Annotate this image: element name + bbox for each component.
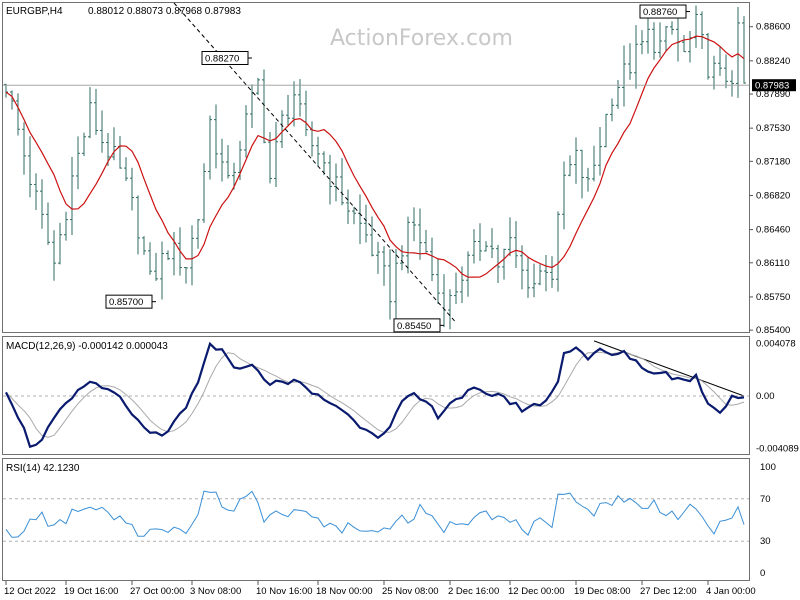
annotation-label: 0.85700 xyxy=(109,297,143,308)
price-tick-label: 0.88240 xyxy=(756,56,790,67)
macd-line xyxy=(5,341,745,449)
time-tick-label: 4 Jan 00:00 xyxy=(706,586,756,597)
ohlc-header: 0.88012 0.88073 0.87968 0.87983 xyxy=(88,6,241,17)
price-tick-label: 0.87530 xyxy=(756,123,790,134)
rsi-pane-frame xyxy=(2,458,750,581)
rsi-level-label: 30 xyxy=(760,536,771,547)
price-tick-label: 0.87180 xyxy=(756,156,790,167)
macd-level-label: 0.00 xyxy=(756,391,775,402)
rsi-header: RSI(14) 42.1230 xyxy=(6,463,80,474)
rsi-line xyxy=(5,490,745,538)
watermark: ActionForex.com xyxy=(330,26,513,51)
time-tick-label: 12 Oct 2022 xyxy=(4,586,56,597)
annotation-box xyxy=(639,4,687,19)
rsi-layer xyxy=(3,490,749,542)
time-tick-label: 27 Oct 00:00 xyxy=(130,586,184,597)
annotation-box xyxy=(105,294,153,309)
current-price-label: 0.87983 xyxy=(755,81,789,92)
time-tick-label: 19 Oct 16:00 xyxy=(64,586,118,597)
time-tick-label: 19 Dec 08:00 xyxy=(574,586,631,597)
symbol-header: EURGBP,H4 xyxy=(6,6,63,17)
price-tick-label: 0.87890 xyxy=(756,89,790,100)
time-axis: 12 Oct 2022 19 Oct 16:00 27 Oct 00:00 3 Nov… xyxy=(4,581,756,597)
current-price-layer: 0.87983 xyxy=(3,79,796,92)
price-pane-frame xyxy=(2,2,750,333)
time-tick-label: 10 Nov 16:00 xyxy=(256,586,313,597)
annotation-box xyxy=(393,318,441,333)
macd-level-label: -0.004089 xyxy=(756,443,799,454)
time-tick-label: 12 Dec 00:00 xyxy=(508,586,565,597)
macd-level-label: 0.004078 xyxy=(756,339,796,350)
time-tick-label: 3 Nov 08:00 xyxy=(190,586,241,597)
rsi-level-label: 100 xyxy=(760,462,776,473)
price-tick-label: 0.86110 xyxy=(756,258,790,269)
candles-layer xyxy=(4,5,746,330)
price-tick-label: 0.86460 xyxy=(756,225,790,236)
moving-average-line xyxy=(5,35,745,278)
rsi-level-label: 0 xyxy=(760,568,765,579)
price-tick-label: 0.85400 xyxy=(756,325,790,336)
annotation-label: 0.88760 xyxy=(643,7,677,18)
macd-pane-frame xyxy=(2,336,750,455)
macd-trendline xyxy=(593,340,745,397)
moving-average-layer xyxy=(5,35,745,278)
annotation-label: 0.85450 xyxy=(397,321,431,332)
current-price-box xyxy=(752,79,796,92)
price-axis: 0.88600 0.88240 0.87890 0.87530 0.87180 0.868… xyxy=(749,22,799,579)
macd-header: MACD(12,26,9) -0.000142 0.000043 xyxy=(6,341,168,352)
annotation-label: 0.88270 xyxy=(205,53,239,64)
time-tick-label: 27 Dec 12:00 xyxy=(640,586,697,597)
time-tick-label: 18 Nov 00:00 xyxy=(316,586,373,597)
macd-layer xyxy=(3,341,749,449)
rsi-level-label: 70 xyxy=(760,494,771,505)
annotations-layer: 0.88270 0.88760 0.85700 0.85450 xyxy=(105,4,690,333)
time-tick-label: 25 Nov 08:00 xyxy=(382,586,439,597)
price-tick-label: 0.88600 xyxy=(756,22,790,33)
price-tick-label: 0.85750 xyxy=(756,292,790,303)
time-tick-label: 2 Dec 16:00 xyxy=(448,586,499,597)
annotation-box xyxy=(201,50,249,65)
price-tick-label: 0.86820 xyxy=(756,190,790,201)
